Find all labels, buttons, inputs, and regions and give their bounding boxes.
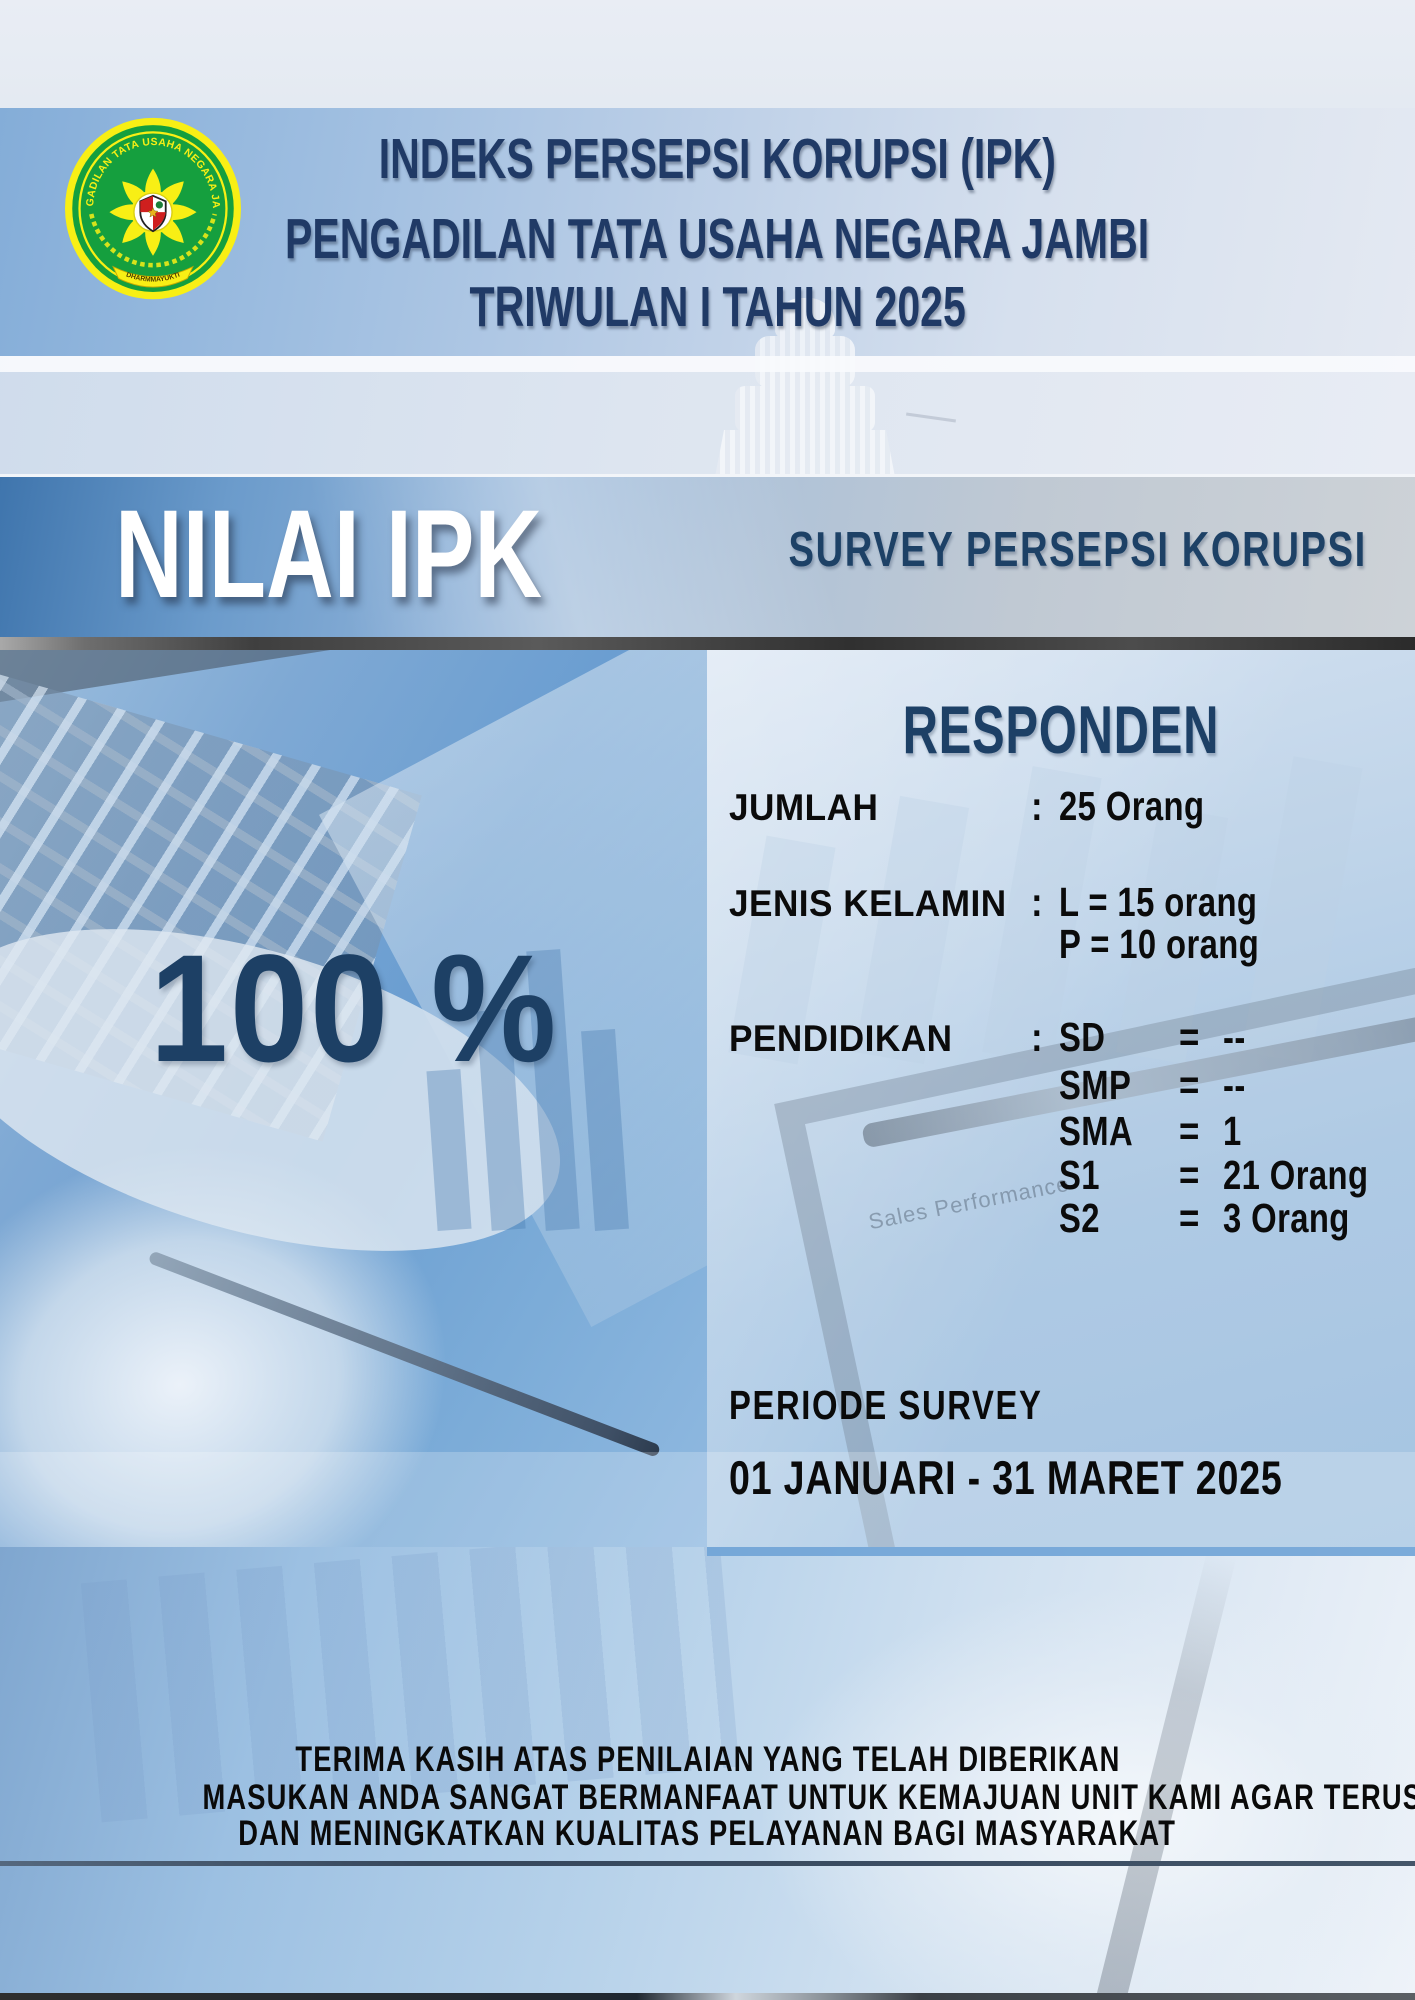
pendidikan-name: S1 [1059,1152,1100,1198]
left-photo-panel [0,650,707,1547]
survey-title-text: SURVEY PERSEPSI KORUPSI [788,523,1367,577]
logo-center-shield [139,194,167,233]
pendidikan-eq: = [1179,1152,1200,1198]
jenis-kelamin-female-value: P = 10 orang [1059,921,1260,967]
pendidikan-row: SMP = -- [1059,1065,1251,1106]
pendidikan-row: SMA = 1 [1059,1111,1246,1152]
tower-crane [906,412,956,423]
footer-divider-line [0,1861,1415,1866]
tower-base-segment [715,430,895,477]
bottom-edge-bar [0,1993,1415,2000]
poster-title-line-1: INDEKS PERSEPSI KORUPSI (IPK) [20,131,1415,188]
pendidikan-value: 3 Orang [1223,1195,1350,1241]
footer-line-1-text: TERIMA KASIH ATAS PENILAIAN YANG TELAH D… [294,1740,1121,1779]
pendidikan-value: 21 Orang [1223,1152,1369,1198]
responden-panel: Sales Performance [707,650,1415,1547]
tower-top-segment [775,298,835,338]
pendidikan-row: S1 = 21 Orang [1059,1155,1405,1196]
jenis-kelamin-colon: : [1031,879,1043,925]
responden-heading: RESPONDEN [707,696,1415,764]
periode-survey-value: 01 JANUARI - 31 MARET 2025 [729,1454,1415,1501]
jumlah-row: JUMLAH:25 Orang [729,786,1241,827]
nilai-ipk-title: NILAI IPK [115,492,684,617]
periode-survey-label: PERIODE SURVEY [729,1385,1121,1426]
pendidikan-eq: = [1179,1195,1200,1241]
poster-title-line-3: TRIWULAN I TAHUN 2025 [20,279,1415,336]
pendidikan-name: SMP [1059,1062,1132,1108]
jenis-kelamin-row: JENIS KELAMIN: L = 15 orang [729,882,1307,923]
pendidikan-eq: = [1179,1108,1200,1154]
poster-title-line-1-text: INDEKS PERSEPSI KORUPSI (IPK) [378,127,1057,191]
pendidikan-name: SD [1059,1014,1106,1060]
white-divider-strip [0,356,1415,372]
pendidikan-value: -- [1223,1014,1246,1060]
footer-line-2-text: MASUKAN ANDA SANGAT BERMANFAAT UNTUK KEM… [202,1778,1415,1817]
survey-title: SURVEY PERSEPSI KORUPSI [707,526,1415,575]
nilai-ipk-band [0,477,1415,637]
poster-title-line-2: PENGADILAN TATA USAHA NEGARA JAMBI [20,211,1415,268]
tower-photo [660,298,956,477]
nilai-band-sheen [0,477,1415,637]
jumlah-label: JUMLAH [729,787,879,828]
pendidikan-eq: = [1179,1062,1200,1108]
footer-line-3: DAN MENINGKATKAN KUALITAS PELAYANAN BAGI… [0,1816,1415,1851]
jumlah-value: 25 Orang [1059,783,1205,829]
pendidikan-value: 1 [1223,1108,1242,1154]
pendidikan-value: -- [1223,1062,1246,1108]
pendidikan-row: PENDIDIKAN: SD = -- [729,1017,1251,1058]
jenis-kelamin-male-value: L = 15 orang [1059,879,1258,925]
tower-lower-segment [735,386,875,432]
dark-divider-stripe [0,637,1415,650]
light-overlay-band [0,1452,1415,1547]
responden-heading-text: RESPONDEN [902,692,1220,768]
periode-survey-label-text: PERIODE SURVEY [729,1382,1043,1428]
periode-survey-value-text: 01 JANUARI - 31 MARET 2025 [729,1451,1283,1504]
footer-line-2: MASUKAN ANDA SANGAT BERMANFAAT UNTUK KEM… [0,1780,1415,1815]
ipk-score-text: 100 % [149,923,558,1094]
footer-line-3-text: DAN MENINGKATKAN KUALITAS PELAYANAN BAGI… [238,1814,1177,1853]
pendidikan-eq: = [1179,1014,1200,1060]
jumlah-colon: : [1031,783,1043,829]
pendidikan-colon: : [1031,1014,1043,1060]
hand-blur-photo [760,1587,1415,2000]
court-seal-logo: PENGADILAN TATA USAHA NEGARA JAMBI [62,116,242,300]
poster-title-line-2-text: PENGADILAN TATA USAHA NEGARA JAMBI [285,207,1150,271]
footer-section [0,1547,1415,2000]
pendidikan-name: SMA [1059,1108,1134,1154]
pendidikan-row: S2 = 3 Orang [1059,1198,1381,1239]
pendidikan-label: PENDIDIKAN [729,1018,953,1059]
band-top-line [0,474,1415,477]
panel-bottom-lip [707,1547,1415,1556]
top-margin-strip [0,0,1415,108]
ipk-score: 100 % [0,932,707,1085]
logo-chain-arc [89,213,217,268]
jenis-kelamin-label: JENIS KELAMIN [729,883,1007,924]
jenis-kelamin-female-row: P = 10 orang [1059,924,1309,965]
footer-line-1: TERIMA KASIH ATAS PENILAIAN YANG TELAH D… [0,1742,1415,1777]
pendidikan-name: S2 [1059,1195,1100,1241]
poster-title-line-3-text: TRIWULAN I TAHUN 2025 [469,275,966,339]
nilai-ipk-title-text: NILAI IPK [115,485,543,624]
